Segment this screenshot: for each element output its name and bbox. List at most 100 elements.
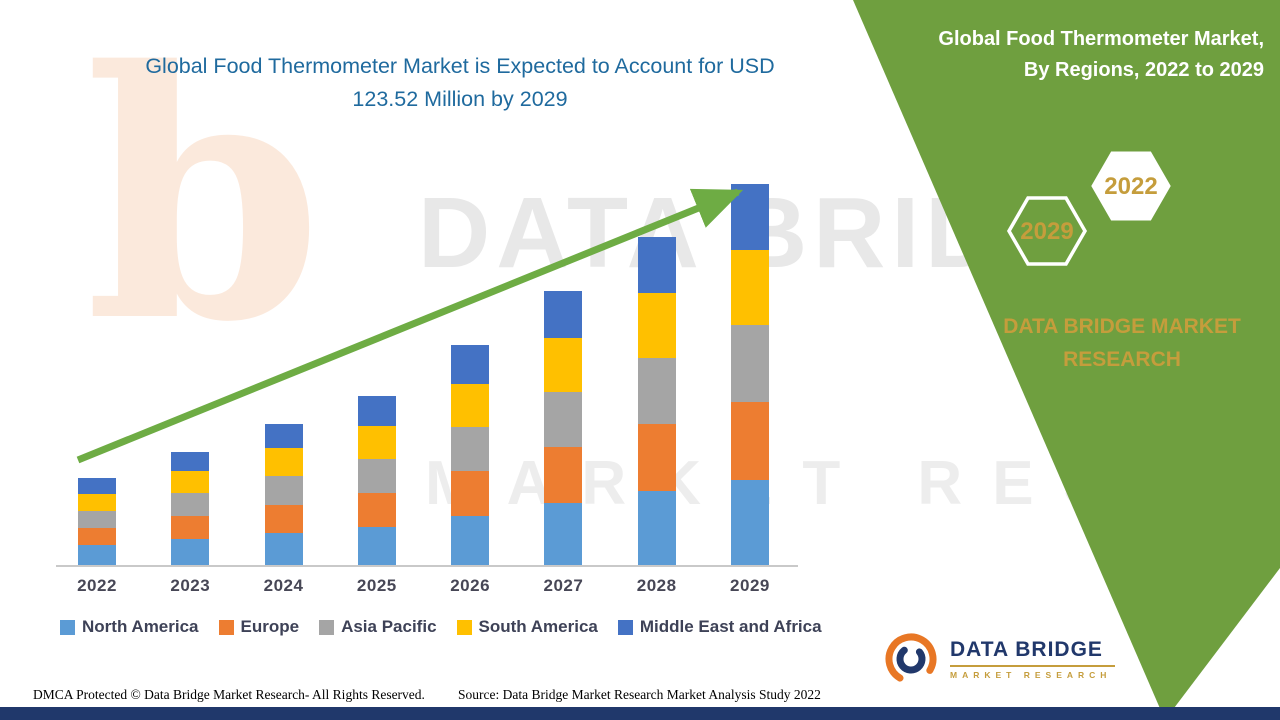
bar-segment-2022-asia-pacific xyxy=(78,511,116,528)
legend-item-asia-pacific: Asia Pacific xyxy=(319,617,437,637)
stacked-bar-2022 xyxy=(78,173,116,565)
chart-column-2024: 2024 xyxy=(249,173,319,596)
source-note: Source: Data Bridge Market Research Mark… xyxy=(458,687,821,702)
bar-segment-2022-north-america xyxy=(78,545,116,565)
chart-column-2023: 2023 xyxy=(155,173,225,596)
chart-column-2029: 2029 xyxy=(715,173,785,596)
panel-title: Global Food Thermometer Market, By Regio… xyxy=(880,24,1264,86)
stacked-bar-2027 xyxy=(544,173,583,565)
bar-segment-2022-europe xyxy=(78,528,116,545)
bar-segment-2029-south-america xyxy=(730,250,769,326)
bar-segment-2029-middle-east-and-africa xyxy=(730,184,769,251)
brand-wordmark: DATA BRIDGE MARKET RESEARCH xyxy=(990,310,1254,376)
bar-segment-2022-middle-east-and-africa xyxy=(78,478,116,494)
bar-segment-2027-south-america xyxy=(544,338,583,393)
chart-column-2027: 2027 xyxy=(528,173,598,596)
bar-segment-2023-north-america xyxy=(171,538,210,565)
hexagon-2022-label: 2022 xyxy=(1104,173,1157,200)
x-axis-label-2023: 2023 xyxy=(170,576,211,595)
bar-segment-2027-asia-pacific xyxy=(544,392,583,448)
bar-segment-2027-europe xyxy=(544,447,583,504)
page-title-line1: Global Food Thermometer Market is Expect… xyxy=(145,54,775,78)
hexagon-2029 xyxy=(1006,196,1088,266)
logo-gold-rule xyxy=(950,665,1115,667)
bar-segment-2026-europe xyxy=(451,470,490,516)
bar-segment-2024-north-america xyxy=(264,532,303,565)
legend-label-middle-east-and-africa: Middle East and Africa xyxy=(639,617,822,636)
bar-segment-2026-north-america xyxy=(451,515,490,565)
bar-segment-2023-europe xyxy=(171,515,210,539)
x-axis-label-2022: 2022 xyxy=(77,576,117,595)
bar-segment-2025-south-america xyxy=(357,425,396,460)
bar-segment-2025-asia-pacific xyxy=(357,459,396,493)
bar-segment-2024-middle-east-and-africa xyxy=(264,423,303,449)
bar-segment-2027-middle-east-and-africa xyxy=(544,291,583,339)
panel-title-line1: Global Food Thermometer Market, xyxy=(938,28,1264,50)
bar-segment-2024-europe xyxy=(264,504,303,533)
bar-segment-2023-asia-pacific xyxy=(171,493,210,516)
stacked-bar-2029 xyxy=(730,173,769,565)
databridge-logo-icon xyxy=(885,633,937,685)
x-axis-label-2025: 2025 xyxy=(356,576,397,595)
chart-columns: 2022 2023 2024 2025 2026 2027 2028 2029 xyxy=(62,173,785,596)
databridge-logo: DATA BRIDGE MARKET RESEARCH xyxy=(882,630,1115,688)
bar-segment-2025-middle-east-and-africa xyxy=(357,396,396,426)
legend-label-south-america: South America xyxy=(478,617,598,636)
chart-column-2022: 2022 xyxy=(62,173,132,596)
x-axis-line xyxy=(56,565,798,567)
dmca-notice: DMCA Protected © Data Bridge Market Rese… xyxy=(33,687,425,702)
legend-swatch-asia-pacific xyxy=(319,619,335,635)
bar-segment-2025-north-america xyxy=(357,526,396,565)
bar-segment-2026-middle-east-and-africa xyxy=(451,345,490,384)
chart-column-2025: 2025 xyxy=(342,173,412,596)
legend-swatch-south-america xyxy=(456,619,472,635)
bar-segment-2022-south-america xyxy=(78,494,116,511)
bar-segment-2026-south-america xyxy=(451,383,490,428)
bar-segment-2025-europe xyxy=(357,492,396,527)
bar-segment-2024-asia-pacific xyxy=(264,476,303,505)
bar-segment-2028-europe xyxy=(637,423,676,491)
legend-item-north-america: North America xyxy=(60,617,199,637)
panel-title-line2: By Regions, 2022 to 2029 xyxy=(1023,59,1264,81)
logo-subtitle: MARKET RESEARCH xyxy=(950,670,1112,680)
x-axis-label-2027: 2027 xyxy=(543,576,584,595)
legend-label-north-america: North America xyxy=(82,617,199,636)
bar-segment-2028-north-america xyxy=(637,491,676,565)
stacked-bar-2028 xyxy=(637,173,676,565)
legend-item-middle-east-and-africa: Middle East and Africa xyxy=(617,617,822,637)
chart-legend: North America Europe Asia Pacific South Ame… xyxy=(60,617,822,637)
legend-item-south-america: South America xyxy=(456,617,598,637)
databridge-logo-text: DATA BRIDGE MARKET RESEARCH xyxy=(950,638,1115,680)
x-axis-label-2029: 2029 xyxy=(730,576,770,595)
bar-segment-2028-south-america xyxy=(637,293,676,358)
legend-item-europe: Europe xyxy=(218,617,300,637)
bar-segment-2023-south-america xyxy=(171,471,210,494)
legend-swatch-north-america xyxy=(60,619,75,635)
brand-wordmark-line2: RESEARCH xyxy=(1063,348,1181,371)
x-axis-label-2028: 2028 xyxy=(636,576,677,595)
chart-column-2028: 2028 xyxy=(622,173,692,596)
x-axis-label-2024: 2024 xyxy=(263,576,304,595)
bar-segment-2028-asia-pacific xyxy=(637,357,676,424)
x-axis-label-2026: 2026 xyxy=(450,576,491,595)
legend-label-europe: Europe xyxy=(240,617,300,636)
hexagon-2029-label: 2029 xyxy=(1020,218,1073,245)
page-title-line2: 123.52 Million by 2029 xyxy=(352,87,568,111)
bar-segment-2028-middle-east-and-africa xyxy=(637,237,676,294)
bar-segment-2029-europe xyxy=(730,401,769,481)
stacked-bar-2026 xyxy=(451,173,490,565)
year-hexagons: 2022 2029 xyxy=(1006,151,1171,266)
stacked-bar-2025 xyxy=(357,173,396,565)
brand-wordmark-line1: DATA BRIDGE MARKET xyxy=(1003,315,1241,338)
hexagon-2022 xyxy=(1091,151,1171,221)
legend-label-asia-pacific: Asia Pacific xyxy=(341,617,437,636)
bar-segment-2023-middle-east-and-africa xyxy=(171,451,210,472)
bar-segment-2029-asia-pacific xyxy=(730,325,769,402)
bar-segment-2026-asia-pacific xyxy=(451,427,490,471)
stacked-bar-2024 xyxy=(264,173,303,565)
stacked-bar-2023 xyxy=(171,173,210,565)
bar-segment-2029-north-america xyxy=(730,480,769,565)
bar-segment-2027-north-america xyxy=(544,503,583,565)
logo-name: DATA BRIDGE xyxy=(950,638,1103,661)
